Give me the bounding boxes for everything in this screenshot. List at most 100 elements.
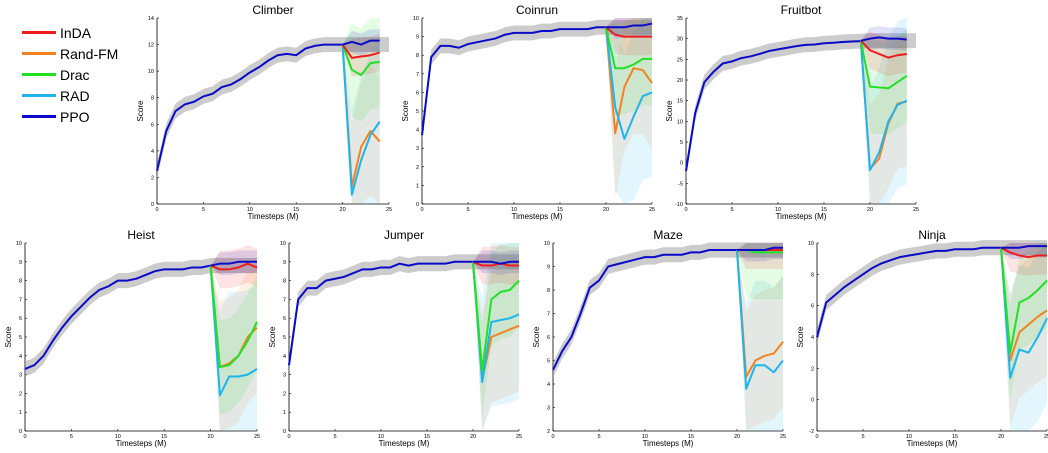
y-tick-label: 4 bbox=[283, 354, 286, 360]
chart-heist: 0 5 10 15 20 25 0 1 2 3 4 5 6 7 8 9 10 Heist Timesteps (M)… bbox=[4, 228, 260, 448]
y-tick-label: 3 bbox=[416, 146, 419, 152]
x-tick-label: 25 bbox=[780, 434, 786, 440]
y-tick-label: 0 bbox=[811, 398, 814, 404]
y-tick-label: 0 bbox=[283, 429, 286, 435]
legend-item-rad: RAD bbox=[22, 85, 142, 106]
chart-title: Jumper bbox=[384, 228, 424, 242]
shared-line bbox=[685, 40, 861, 172]
x-axis-label: Timesteps (M) bbox=[248, 212, 299, 221]
legend-label: Drac bbox=[60, 66, 90, 83]
series-line-rand-fm bbox=[605, 27, 653, 135]
series-line-rad bbox=[341, 44, 381, 196]
y-axis-label: Score bbox=[796, 326, 805, 347]
y-tick-label: 1 bbox=[19, 410, 22, 416]
series-line-rad bbox=[859, 40, 908, 172]
x-axis-label: Timesteps (M) bbox=[379, 439, 430, 448]
x-tick-label: 5 bbox=[333, 434, 336, 440]
y-tick-label: 9 bbox=[283, 260, 286, 266]
x-tick-label: 5 bbox=[861, 434, 864, 440]
chart-title: Heist bbox=[127, 228, 155, 242]
chart-title: Fruitbot bbox=[781, 3, 822, 17]
shared-line bbox=[288, 260, 473, 366]
legend-swatch bbox=[22, 52, 56, 55]
band-drac bbox=[737, 243, 783, 300]
y-tick-label: 0 bbox=[680, 161, 683, 167]
y-tick-label: -10 bbox=[675, 202, 683, 208]
y-tick-label: 10 bbox=[148, 69, 154, 75]
legend-swatch bbox=[22, 94, 56, 97]
x-tick-label: 0 bbox=[684, 207, 687, 213]
x-tick-label: 10 bbox=[378, 434, 384, 440]
y-axis-label: Score bbox=[136, 100, 145, 121]
x-tick-label: 10 bbox=[906, 434, 912, 440]
series-line-inda bbox=[605, 26, 652, 38]
shared-band bbox=[157, 37, 389, 179]
x-tick-label: 15 bbox=[821, 207, 827, 213]
series-line-inda bbox=[210, 262, 258, 271]
y-axis-label: Score bbox=[268, 326, 277, 347]
y-tick-label: 7 bbox=[283, 297, 286, 303]
series-line-drac bbox=[605, 27, 652, 70]
y-axis-label: Score bbox=[401, 100, 410, 121]
legend-item-inda: InDA bbox=[22, 22, 142, 43]
band-inda bbox=[1001, 243, 1047, 276]
x-tick-label: 0 bbox=[287, 434, 290, 440]
series-line-ppo bbox=[210, 260, 257, 267]
x-tick-label: 20 bbox=[470, 434, 476, 440]
y-tick-label: 8 bbox=[547, 288, 550, 294]
x-tick-label: 10 bbox=[642, 434, 648, 440]
band-rand-fm bbox=[1001, 244, 1047, 427]
series-line-inda bbox=[1000, 246, 1047, 259]
y-tick-label: 20 bbox=[677, 78, 683, 84]
shared-line bbox=[24, 264, 211, 370]
series-line-ppo bbox=[606, 22, 653, 29]
band-drac bbox=[210, 265, 257, 415]
y-tick-label: 0 bbox=[151, 202, 154, 208]
shared-line bbox=[156, 43, 343, 172]
y-tick-label: 9 bbox=[547, 265, 550, 271]
x-tick-label: 10 bbox=[247, 207, 253, 213]
series-line-rad bbox=[736, 249, 784, 390]
x-tick-label: 0 bbox=[23, 434, 26, 440]
x-axis-label: Timesteps (M) bbox=[907, 439, 958, 448]
x-tick-label: 25 bbox=[516, 434, 522, 440]
y-tick-label: 15 bbox=[677, 99, 683, 105]
band-rand-fm bbox=[473, 259, 519, 431]
y-tick-label: 6 bbox=[416, 90, 419, 96]
y-tick-label: 7 bbox=[19, 297, 22, 303]
y-tick-label: 6 bbox=[151, 122, 154, 128]
series-line-drac bbox=[341, 44, 380, 77]
y-tick-label: 0 bbox=[19, 429, 22, 435]
series-line-inda bbox=[472, 260, 519, 267]
x-tick-label: 5 bbox=[466, 207, 469, 213]
band-drac bbox=[1001, 243, 1047, 400]
x-tick-label: 0 bbox=[815, 434, 818, 440]
band-drac bbox=[342, 18, 380, 122]
y-tick-label: 4 bbox=[811, 335, 814, 341]
x-tick-label: 25 bbox=[1044, 434, 1048, 440]
y-tick-label: 3 bbox=[283, 373, 286, 379]
y-tick-label: 2 bbox=[547, 429, 550, 435]
x-tick-label: 5 bbox=[202, 207, 205, 213]
chart-title: Climber bbox=[252, 3, 293, 17]
shared-band bbox=[686, 33, 916, 179]
series-line-ppo bbox=[737, 246, 783, 252]
y-tick-label: 4 bbox=[547, 382, 550, 388]
band-inda bbox=[210, 244, 257, 289]
legend-swatch bbox=[22, 31, 56, 34]
y-tick-label: 8 bbox=[19, 279, 22, 285]
y-tick-label: 5 bbox=[680, 140, 683, 146]
shared-line bbox=[816, 246, 1001, 338]
y-tick-label: 7 bbox=[416, 72, 419, 78]
band-rand-fm bbox=[342, 44, 380, 205]
legend: InDA Rand-FM Drac RAD PPO bbox=[22, 22, 142, 127]
x-tick-label: 0 bbox=[420, 207, 423, 213]
y-axis-label: Score bbox=[532, 326, 541, 347]
y-tick-label: 4 bbox=[19, 354, 22, 360]
x-tick-label: 20 bbox=[867, 207, 873, 213]
y-tick-label: 14 bbox=[148, 16, 154, 22]
y-tick-label: 8 bbox=[811, 272, 814, 278]
x-tick-label: 15 bbox=[952, 434, 958, 440]
x-tick-label: 10 bbox=[775, 207, 781, 213]
band-rand-fm bbox=[606, 18, 652, 199]
